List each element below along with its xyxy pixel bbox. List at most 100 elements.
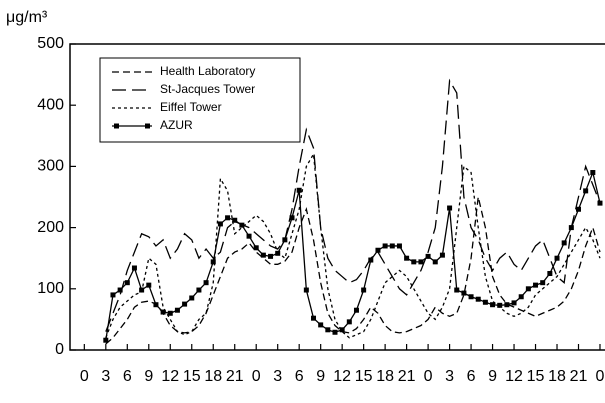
data-point <box>303 287 309 293</box>
x-tick-label: 6 <box>295 368 304 385</box>
series-line <box>105 152 601 339</box>
data-point <box>153 302 159 308</box>
data-point <box>246 233 252 239</box>
data-point <box>189 295 195 301</box>
data-point <box>203 280 209 286</box>
data-point <box>353 307 359 313</box>
data-point <box>332 329 338 335</box>
data-point <box>554 255 560 261</box>
data-point <box>131 265 137 271</box>
data-point <box>418 259 424 265</box>
x-tick-label: 3 <box>101 368 110 385</box>
x-tick-label: 0 <box>596 368 605 385</box>
y-tick-label: 500 <box>37 35 64 52</box>
data-point <box>382 243 388 249</box>
legend: Health Laboratory St-Jacques Tower Eiffel … <box>99 57 301 143</box>
data-point <box>124 280 130 286</box>
data-point <box>146 282 152 288</box>
data-point <box>174 307 180 313</box>
legend-marker <box>114 123 119 129</box>
x-tick-label: 21 <box>570 368 588 385</box>
data-point <box>210 259 216 265</box>
data-point <box>504 302 510 308</box>
x-tick-label: 0 <box>424 368 433 385</box>
data-point <box>117 287 123 293</box>
data-point <box>217 221 223 227</box>
data-point <box>368 257 374 263</box>
x-tick-label: 12 <box>161 368 179 385</box>
data-point <box>475 296 481 302</box>
data-point <box>511 300 517 306</box>
data-point <box>461 290 467 296</box>
x-tick-label: 0 <box>80 368 89 385</box>
data-point <box>196 287 202 293</box>
y-tick-label: 100 <box>37 280 64 297</box>
data-point <box>103 337 109 343</box>
data-point <box>468 294 474 300</box>
x-tick-label: 3 <box>445 368 454 385</box>
data-point <box>568 225 574 231</box>
legend-label: Eiffel Tower <box>160 100 222 114</box>
x-tick-label: 18 <box>204 368 222 385</box>
data-point <box>325 327 331 333</box>
legend-marker <box>145 123 150 129</box>
data-point <box>561 240 567 246</box>
legend-label: St-Jacques Tower <box>160 82 255 96</box>
x-tick-label: 6 <box>467 368 476 385</box>
data-point <box>110 292 116 298</box>
y-tick-label: 300 <box>37 158 64 175</box>
data-point <box>167 310 173 316</box>
x-tick-label: 9 <box>488 368 497 385</box>
data-point <box>239 222 245 228</box>
data-point <box>533 282 539 288</box>
legend-box <box>99 57 301 143</box>
y-axis-label: μg/m³ <box>6 9 48 26</box>
y-tick-label: 200 <box>37 219 64 236</box>
data-point <box>454 287 460 293</box>
x-tick-label: 15 <box>183 368 201 385</box>
legend-label: Health Laboratory <box>160 64 255 78</box>
data-point <box>139 287 145 293</box>
series-line <box>105 78 601 332</box>
x-tick-label: 9 <box>316 368 325 385</box>
y-tick-label: 0 <box>55 341 64 358</box>
data-point <box>389 243 395 249</box>
data-point <box>311 315 317 321</box>
x-tick-label: 15 <box>355 368 373 385</box>
data-point <box>411 259 417 265</box>
data-point <box>447 205 453 211</box>
x-tick-label: 21 <box>398 368 416 385</box>
data-point <box>482 299 488 305</box>
series-line <box>105 196 601 345</box>
data-point <box>597 200 603 206</box>
data-point <box>439 252 445 258</box>
data-point <box>253 245 259 251</box>
data-point <box>590 170 596 176</box>
data-point <box>225 215 231 221</box>
data-point <box>339 327 345 333</box>
y-tick-label: 400 <box>37 96 64 113</box>
x-tick-label: 18 <box>548 368 566 385</box>
x-tick-label: 12 <box>333 368 351 385</box>
data-point <box>282 237 288 243</box>
x-tick-label: 3 <box>273 368 282 385</box>
data-point <box>432 259 438 265</box>
data-point <box>540 280 546 286</box>
data-point <box>583 188 589 194</box>
x-tick-label: 6 <box>123 368 132 385</box>
data-point <box>404 255 410 261</box>
x-tick-label: 15 <box>527 368 545 385</box>
data-point <box>490 302 496 308</box>
data-point <box>160 309 166 315</box>
data-point <box>576 206 582 212</box>
x-tick-label: 0 <box>252 368 261 385</box>
data-point <box>396 243 402 249</box>
data-point <box>518 294 524 300</box>
legend-label: AZUR <box>160 118 193 132</box>
x-tick-label: 18 <box>376 368 394 385</box>
data-point <box>260 252 266 258</box>
x-tick-label: 21 <box>226 368 244 385</box>
x-tick-label: 12 <box>505 368 523 385</box>
data-point <box>289 215 295 221</box>
series-line <box>105 170 601 341</box>
